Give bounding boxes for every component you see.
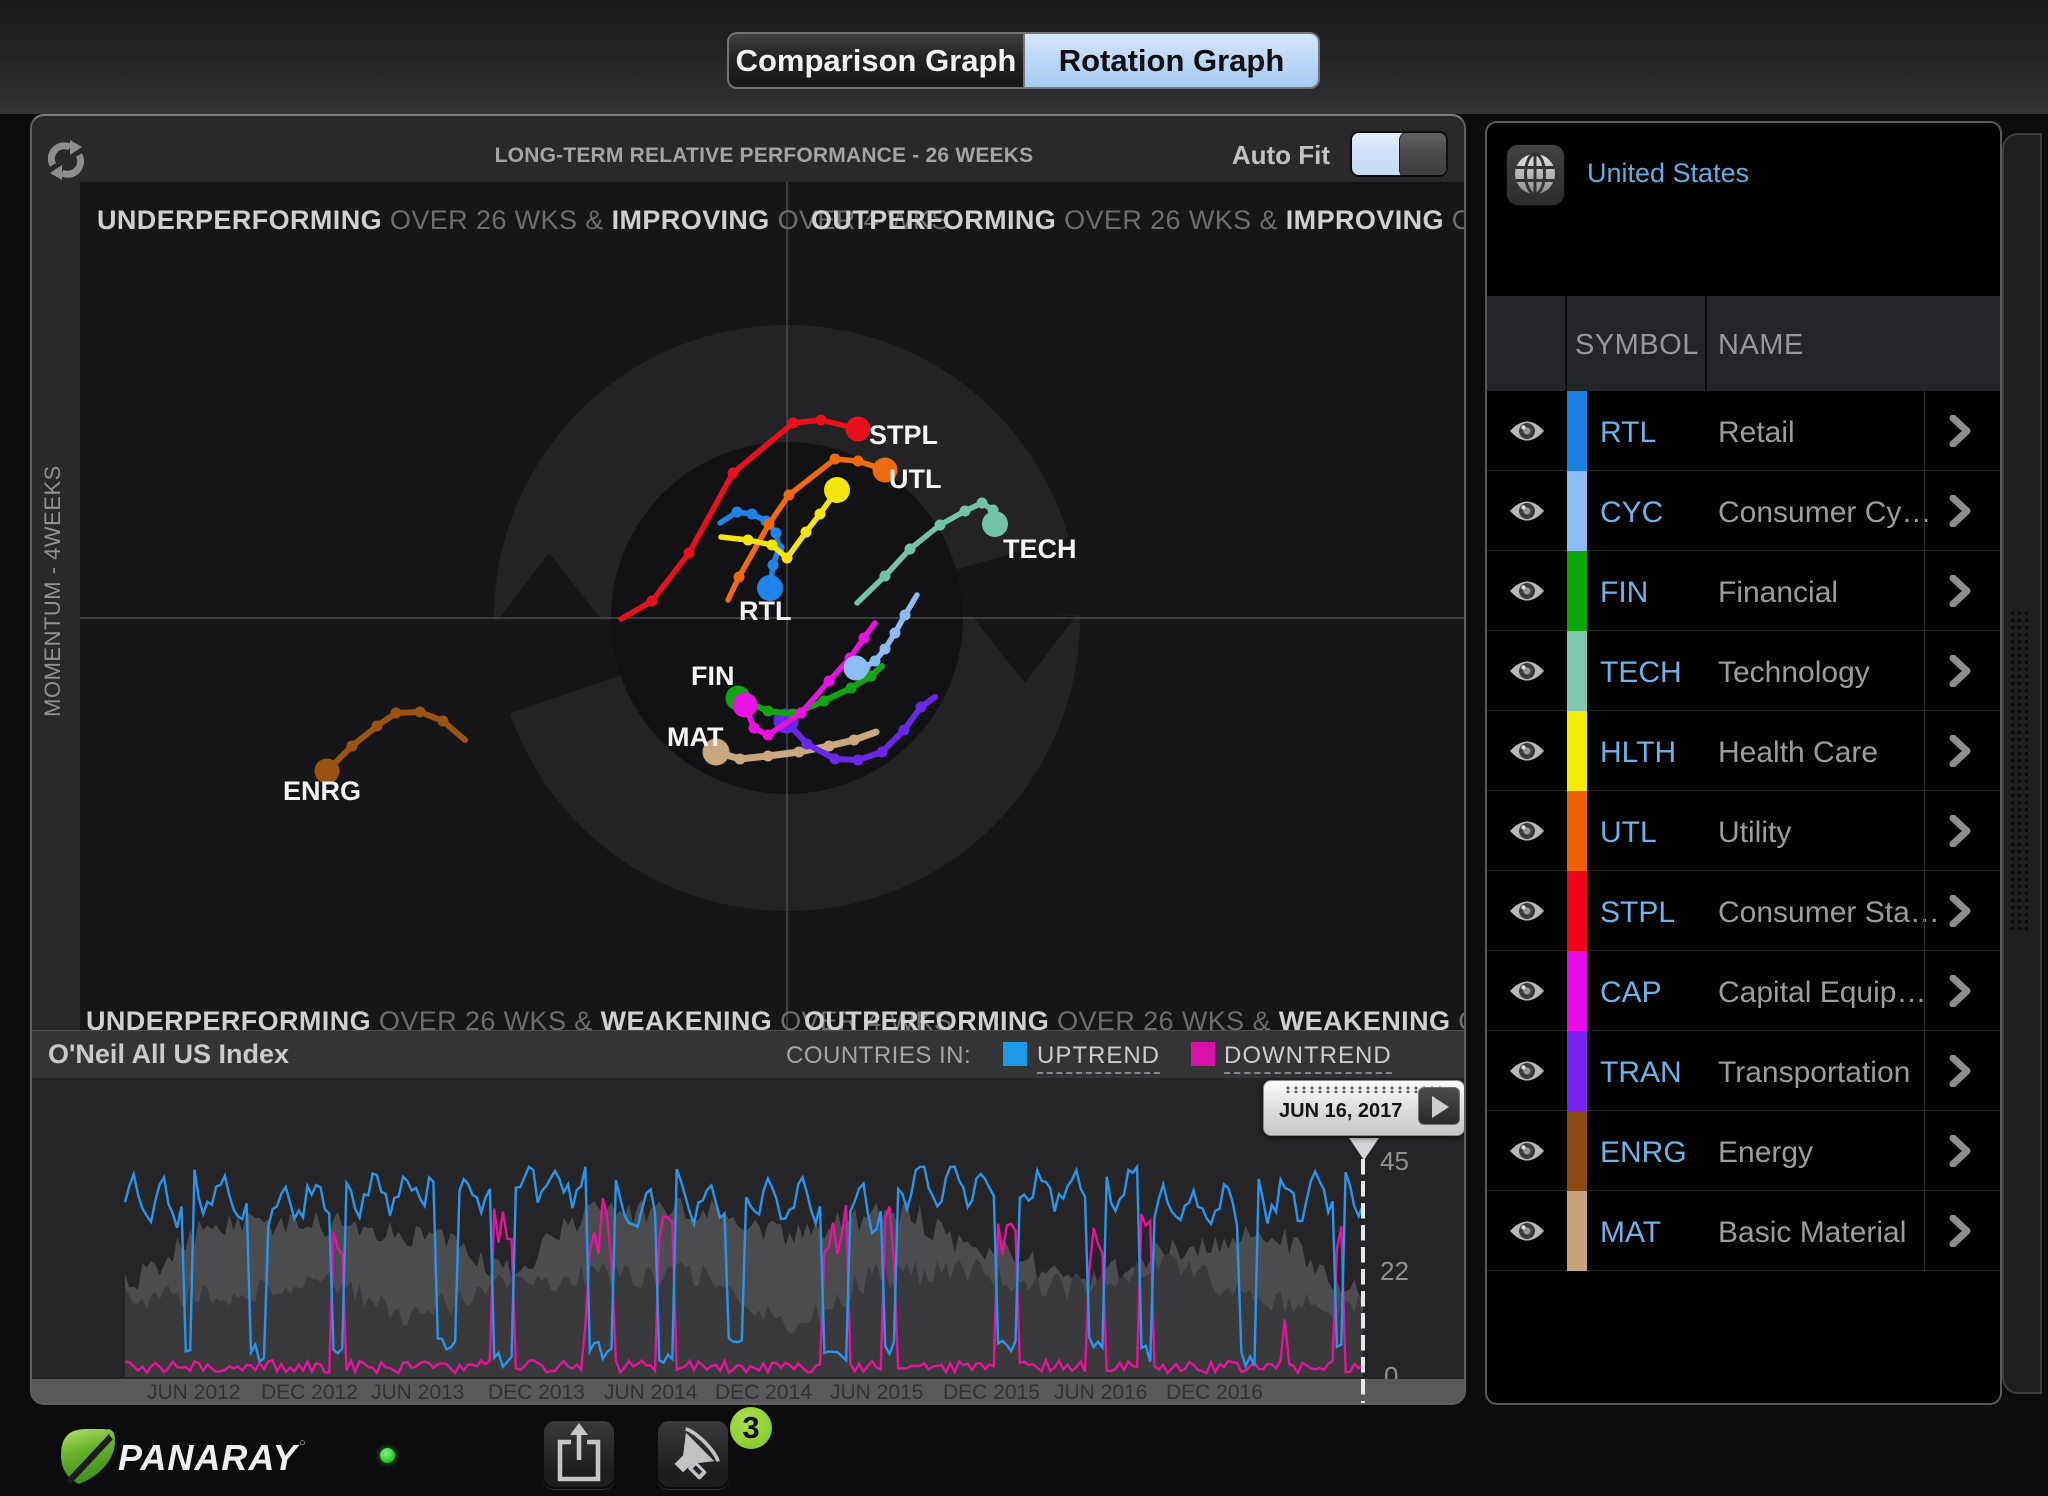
- svg-text:RTL: RTL: [739, 596, 791, 626]
- svg-text:ENRG: ENRG: [283, 776, 361, 806]
- svg-text:FIN: FIN: [691, 661, 735, 691]
- svg-text:UTL: UTL: [889, 464, 941, 494]
- svg-text:STPL: STPL: [869, 420, 938, 450]
- svg-text:TECH: TECH: [1003, 534, 1077, 564]
- svg-text:MAT: MAT: [667, 722, 724, 752]
